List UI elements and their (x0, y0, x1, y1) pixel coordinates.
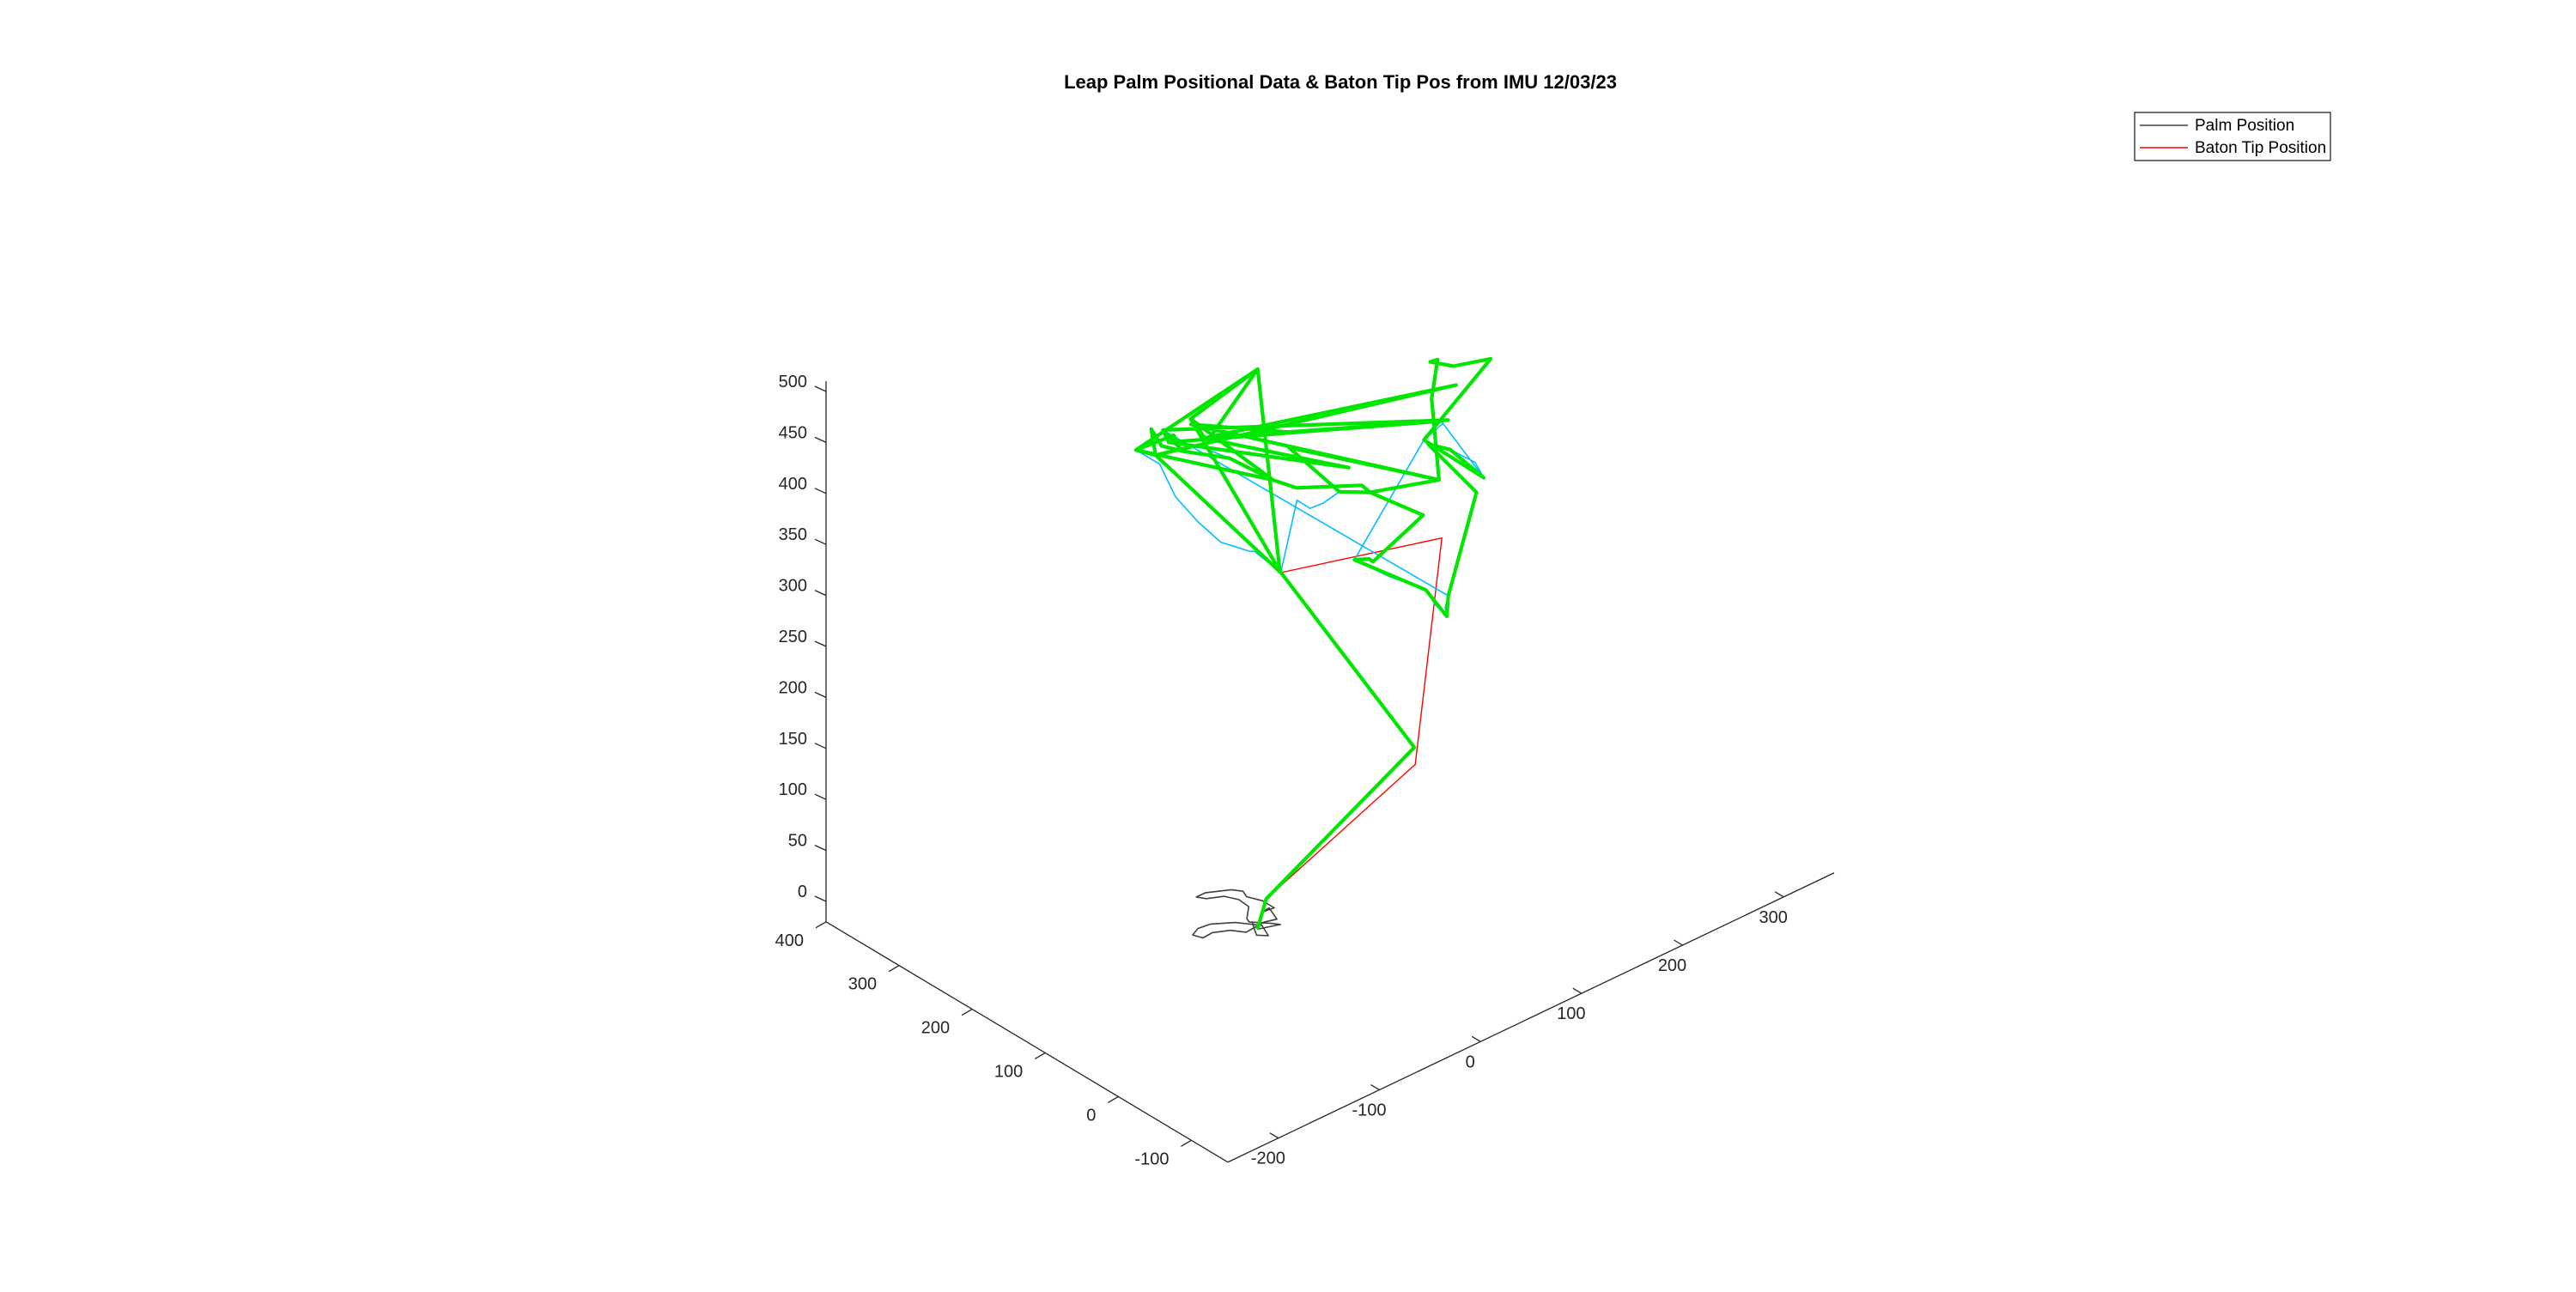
x-axis-line (1227, 872, 1835, 1163)
x-tick-label: -100 (1352, 1101, 1386, 1120)
z-tick-label: 50 (788, 832, 807, 851)
x-tick-mark (1774, 891, 1784, 898)
legend-box (2134, 112, 2331, 161)
plot-series (1133, 356, 1493, 939)
y-tick-label: 100 (994, 1062, 1023, 1081)
x-tick-label: -200 (1251, 1149, 1285, 1168)
x-tick-label: 200 (1658, 956, 1686, 975)
z-tick-mark (814, 743, 827, 749)
y-tick-mark (888, 965, 900, 973)
z-tick-mark (814, 590, 827, 597)
series-line-series-2 (1133, 356, 1493, 930)
z-tick-mark (814, 845, 827, 852)
z-tick-mark (814, 538, 827, 545)
z-tick-mark (814, 691, 827, 698)
y-tick-mark (815, 921, 827, 929)
z-tick-label: 0 (798, 883, 807, 901)
y-tick-label: 0 (1086, 1106, 1096, 1125)
x-tick-mark (1674, 939, 1683, 946)
chart-title: Leap Palm Positional Data & Baton Tip Po… (1064, 71, 1617, 93)
y-tick-label: 200 (921, 1019, 950, 1038)
z-tick-mark (814, 793, 827, 800)
legend-label-baton: Baton Tip Position (2195, 139, 2326, 157)
x-tick-mark (1370, 1083, 1380, 1091)
z-tick-label: 150 (779, 730, 807, 749)
z-tick-mark (814, 640, 827, 647)
z-tick-label: 350 (779, 525, 807, 544)
z-tick-label: 300 (779, 577, 807, 596)
y-tick-label: 400 (775, 931, 804, 950)
z-tick-label: 400 (779, 475, 807, 494)
x-tick-label: 100 (1557, 1004, 1585, 1023)
z-tick-label: 250 (779, 628, 807, 646)
z-tick-label: 100 (779, 780, 807, 799)
x-tick-label: 0 (1466, 1052, 1475, 1071)
y-axis-line (825, 921, 1229, 1163)
y-tick-label: 300 (848, 975, 877, 994)
z-tick-mark (814, 488, 827, 494)
axes: 0 50 100 150 200 250 300 350 400 450 500 -100 0 100 20… (775, 373, 1835, 1168)
z-tick-mark (814, 436, 827, 443)
legend: Palm Position Baton Tip Position (2134, 112, 2331, 161)
x-tick-mark (1471, 1035, 1481, 1042)
x-tick-label: 300 (1759, 908, 1787, 927)
z-tick-label: 500 (779, 373, 807, 391)
y-tick-mark (1034, 1052, 1046, 1060)
y-tick-mark (1181, 1139, 1192, 1147)
y-tick-mark (961, 1009, 973, 1016)
legend-label-palm: Palm Position (2195, 117, 2294, 135)
z-tick-mark (814, 895, 827, 902)
y-tick-mark (1108, 1095, 1119, 1103)
z-tick-mark (814, 385, 827, 392)
y-tick-label: -100 (1134, 1149, 1169, 1168)
x-tick-mark (1269, 1132, 1279, 1139)
z-tick-label: 200 (779, 678, 807, 697)
x-tick-mark (1572, 987, 1583, 994)
z-tick-label: 450 (779, 423, 807, 442)
series-line-palm-position (1192, 889, 1281, 939)
